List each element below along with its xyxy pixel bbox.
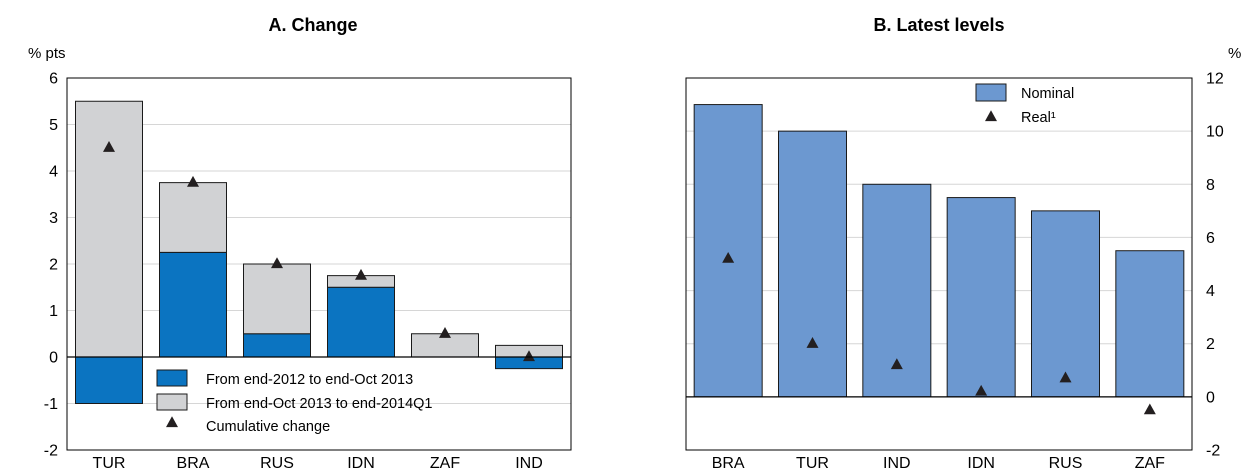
- panel-b-frame: [685, 77, 1193, 451]
- panel-b-bar-nominal-tur: [778, 130, 847, 398]
- panel-b-bar-nominal-rus: [1031, 210, 1100, 398]
- panel-b-y-tick-label: 8: [1206, 177, 1215, 194]
- panel-b-y-tick-label: 12: [1206, 71, 1224, 88]
- panel-a-unit-label: % pts: [28, 45, 66, 62]
- panel-a-y-tick-label: 3: [49, 210, 58, 227]
- panel-b-bar-nominal-idn: [946, 197, 1016, 398]
- panel-a-y-tick-label: 0: [49, 350, 58, 367]
- legend-label-cumulative: Cumulative change: [206, 419, 330, 435]
- panel-b-y-tick-label: 6: [1206, 230, 1215, 247]
- legend-label-period2: From end-Oct 2013 to end-2014Q1: [206, 396, 433, 412]
- panel-b-x-tick-label: IND: [883, 455, 911, 470]
- legend-swatch-period1: [156, 369, 188, 387]
- panel-a-bar-period1-idn: [327, 286, 395, 358]
- panel-b-x-tick-label: BRA: [712, 455, 745, 470]
- panel-a-y-tick-label: 5: [49, 117, 58, 134]
- panel-a-x-tick-label: ZAF: [430, 455, 460, 470]
- panel-b-marker-real-rus: [1059, 371, 1072, 383]
- panel-a-y-tick-label: 6: [49, 71, 58, 88]
- panel-a-marker-tur: [103, 141, 115, 152]
- panel-b-y-tick-label: 4: [1206, 283, 1215, 300]
- panel-a-marker-ind: [523, 350, 535, 362]
- panel-b-marker-real-tur: [806, 337, 819, 348]
- panel-b-y-tick-label: 2: [1206, 336, 1215, 353]
- panel-b-latest-levels: B. Latest levels % -2 0 2 4 6 8 10 12 BRA TUR IND I…: [685, 15, 1241, 470]
- panel-b-unit-label: %: [1228, 45, 1241, 62]
- panel-a-y-tick-label: 1: [49, 303, 58, 320]
- legend-swatch-nominal: [975, 83, 1007, 102]
- panel-a-y-tick-label: 2: [49, 257, 58, 274]
- panel-b-bar-nominal-zaf: [1115, 250, 1185, 398]
- panel-a-bar-period1-bra: [159, 251, 227, 358]
- legend-marker-real: [985, 110, 997, 122]
- panel-b-bar-nominal-bra: [693, 104, 763, 398]
- panel-b-marker-real-ind: [890, 358, 903, 370]
- panel-a-y-tick-label: -2: [44, 443, 58, 460]
- legend-label-nominal: Nominal: [1021, 86, 1074, 102]
- panel-b-marker-real-idn: [975, 384, 988, 396]
- legend-label-real: Real¹: [1021, 110, 1056, 126]
- panel-a-x-tick-label: IND: [515, 455, 543, 470]
- legend-label-period1: From end-2012 to end-Oct 2013: [206, 372, 413, 388]
- panel-b-x-tick-label: TUR: [796, 455, 829, 470]
- panel-b-y-tick-label: 10: [1206, 124, 1224, 141]
- panel-b-y-tick-label: 0: [1206, 389, 1215, 406]
- panel-a-x-tick-label: IDN: [347, 455, 375, 470]
- panel-a-bar-period2-tur: [75, 100, 143, 358]
- panel-a-x-tick-label: TUR: [93, 455, 126, 470]
- panel-b-y-tick-label: -2: [1206, 443, 1220, 460]
- panel-a-marker-idn: [355, 268, 367, 280]
- panel-a-x-tick-label: RUS: [260, 455, 294, 470]
- panel-b-marker-real-bra: [722, 251, 735, 263]
- panel-b-marker-real-zaf: [1143, 403, 1156, 415]
- panel-a-y-tick-label: -1: [44, 396, 58, 413]
- legend-marker-cumulative: [166, 416, 178, 428]
- panel-a-title: A. Change: [268, 15, 357, 35]
- panel-b-legend: Nominal Real¹: [975, 83, 1074, 126]
- panel-b-x-tick-label: ZAF: [1135, 455, 1165, 470]
- panel-b-x-tick-label: IDN: [967, 455, 995, 470]
- panel-a-bar-period2-bra: [159, 182, 227, 253]
- panel-a-bar-period1-tur: [75, 356, 143, 404]
- panel-a-legend: From end-2012 to end-Oct 2013 From end-Oc…: [156, 369, 433, 435]
- panel-a-marker-bra: [187, 175, 199, 187]
- panel-a-change: A. Change % pts -2 -1 0 1 2 3 4 5 6 TUR BRA RUS IDN Z…: [28, 15, 572, 470]
- panel-a-frame: [66, 77, 572, 451]
- panel-a-x-tick-label: BRA: [177, 455, 210, 470]
- panel-a-bar-period1-rus: [243, 333, 311, 358]
- panel-a-bar-period2-rus: [243, 263, 311, 335]
- panel-b-title: B. Latest levels: [873, 15, 1004, 35]
- panel-a-marker-rus: [271, 257, 283, 269]
- panel-b-x-tick-label: RUS: [1049, 455, 1083, 470]
- panel-a-y-tick-label: 4: [49, 164, 58, 181]
- legend-swatch-period2: [156, 393, 188, 411]
- panel-a-marker-zaf: [439, 327, 451, 338]
